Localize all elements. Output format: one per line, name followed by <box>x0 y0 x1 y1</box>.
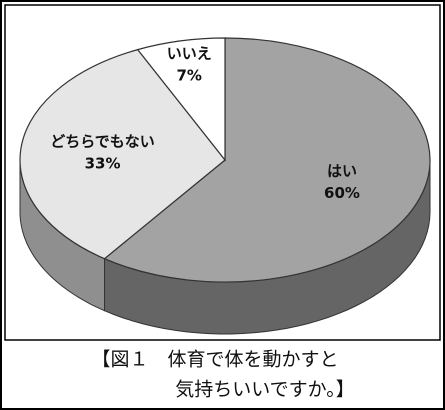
slice <box>136 37 226 162</box>
slice <box>103 37 431 283</box>
slice-label: いいえ <box>167 44 212 62</box>
value-label: 60% <box>324 184 360 202</box>
caption-line: 【図１ 体育で体を動かすと <box>91 349 338 371</box>
slice-label: どちらでもない <box>50 133 155 151</box>
slice-label: はい <box>327 162 357 180</box>
value-label: 33% <box>85 155 121 173</box>
pie: はい 60% どちらでもない 33% いいえ 7% <box>19 37 431 335</box>
caption-line: 気持ちいいですか。】 <box>175 379 355 401</box>
value-label: 7% <box>176 66 201 84</box>
slice <box>19 48 226 260</box>
